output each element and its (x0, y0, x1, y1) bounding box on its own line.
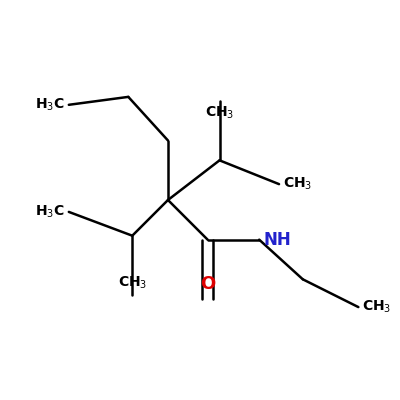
Text: O: O (200, 275, 215, 293)
Text: CH$_3$: CH$_3$ (362, 299, 392, 315)
Text: NH: NH (263, 231, 291, 249)
Text: CH$_3$: CH$_3$ (283, 176, 312, 192)
Text: CH$_3$: CH$_3$ (205, 105, 234, 121)
Text: H$_3$C: H$_3$C (35, 97, 65, 113)
Text: CH$_3$: CH$_3$ (118, 275, 147, 291)
Text: H$_3$C: H$_3$C (35, 204, 65, 220)
